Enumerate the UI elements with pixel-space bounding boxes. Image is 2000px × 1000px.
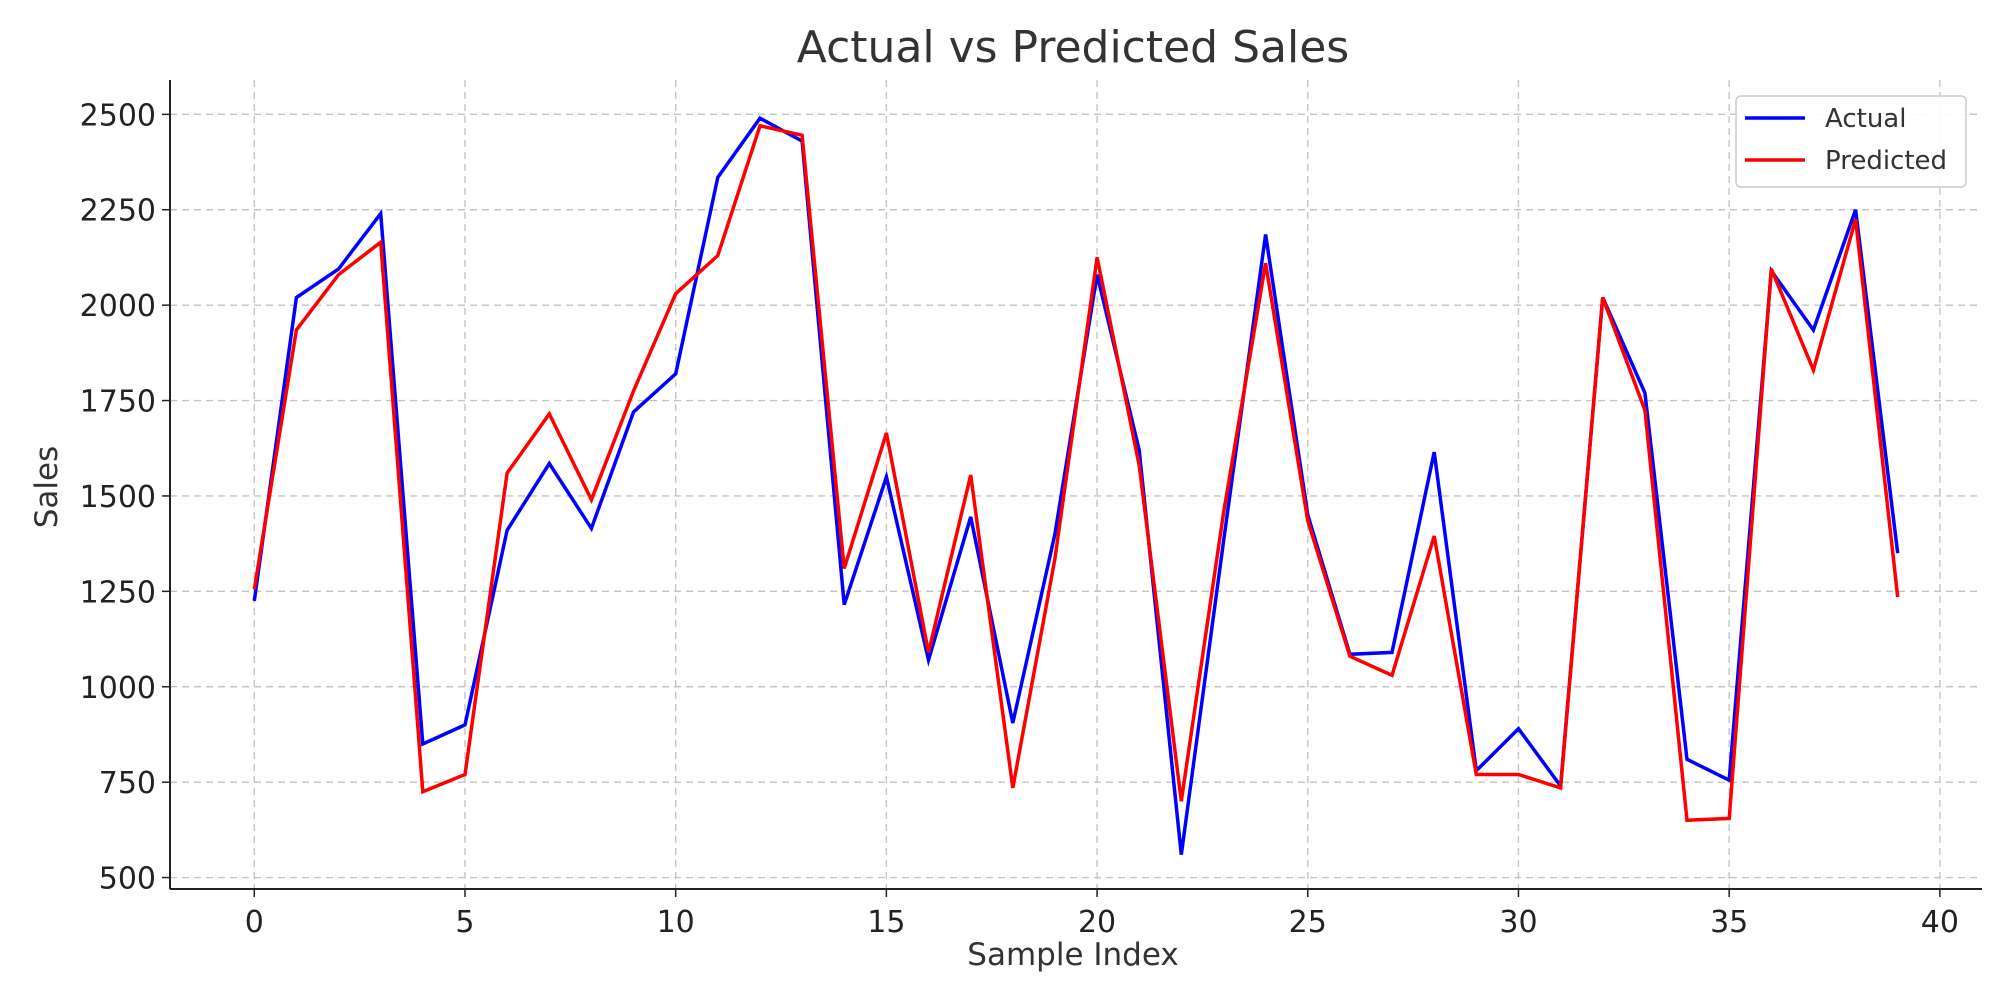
y-tick-label: 2500 <box>80 98 156 133</box>
x-tick-label: 35 <box>1710 905 1748 940</box>
x-tick-label: 40 <box>1921 905 1959 940</box>
y-axis-title: Sales <box>29 446 65 529</box>
y-tick-label: 1750 <box>80 385 156 420</box>
x-tick-label: 25 <box>1289 905 1327 940</box>
x-tick-label: 10 <box>657 905 695 940</box>
x-axis-title: Sample Index <box>967 937 1178 973</box>
x-tick-label: 5 <box>455 905 474 940</box>
legend-label-predicted: Predicted <box>1825 146 1947 176</box>
chart-title: Actual vs Predicted Sales <box>797 22 1349 73</box>
axes <box>162 80 1982 897</box>
y-tick-label: 1250 <box>80 575 156 610</box>
y-tick-label: 1000 <box>80 671 156 706</box>
y-tick-label: 500 <box>99 862 156 897</box>
x-tick-label: 20 <box>1078 905 1116 940</box>
x-tick-label: 0 <box>245 905 264 940</box>
y-tick-label: 750 <box>99 766 156 801</box>
series-lines <box>252 115 1900 855</box>
y-tick-label: 1500 <box>80 480 156 515</box>
grid <box>170 80 1982 889</box>
x-tick-label: 30 <box>1499 905 1537 940</box>
series-line-predicted <box>252 123 1900 823</box>
tick-labels: 0 5 10 15 20 25 30 35 40 500 750 1000 1250 1500 1750 20… <box>80 98 1959 940</box>
x-tick-label: 15 <box>867 905 905 940</box>
legend-label-actual: Actual <box>1825 104 1906 134</box>
legend: Actual Predicted <box>1735 95 1967 188</box>
y-tick-label: 2000 <box>80 289 156 324</box>
y-tick-label: 2250 <box>80 194 156 229</box>
